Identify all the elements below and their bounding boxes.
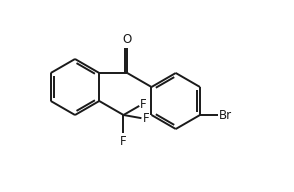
Text: Br: Br [219,108,232,122]
Text: F: F [120,135,127,148]
Text: O: O [123,33,132,46]
Text: F: F [140,98,147,111]
Text: F: F [142,112,149,125]
